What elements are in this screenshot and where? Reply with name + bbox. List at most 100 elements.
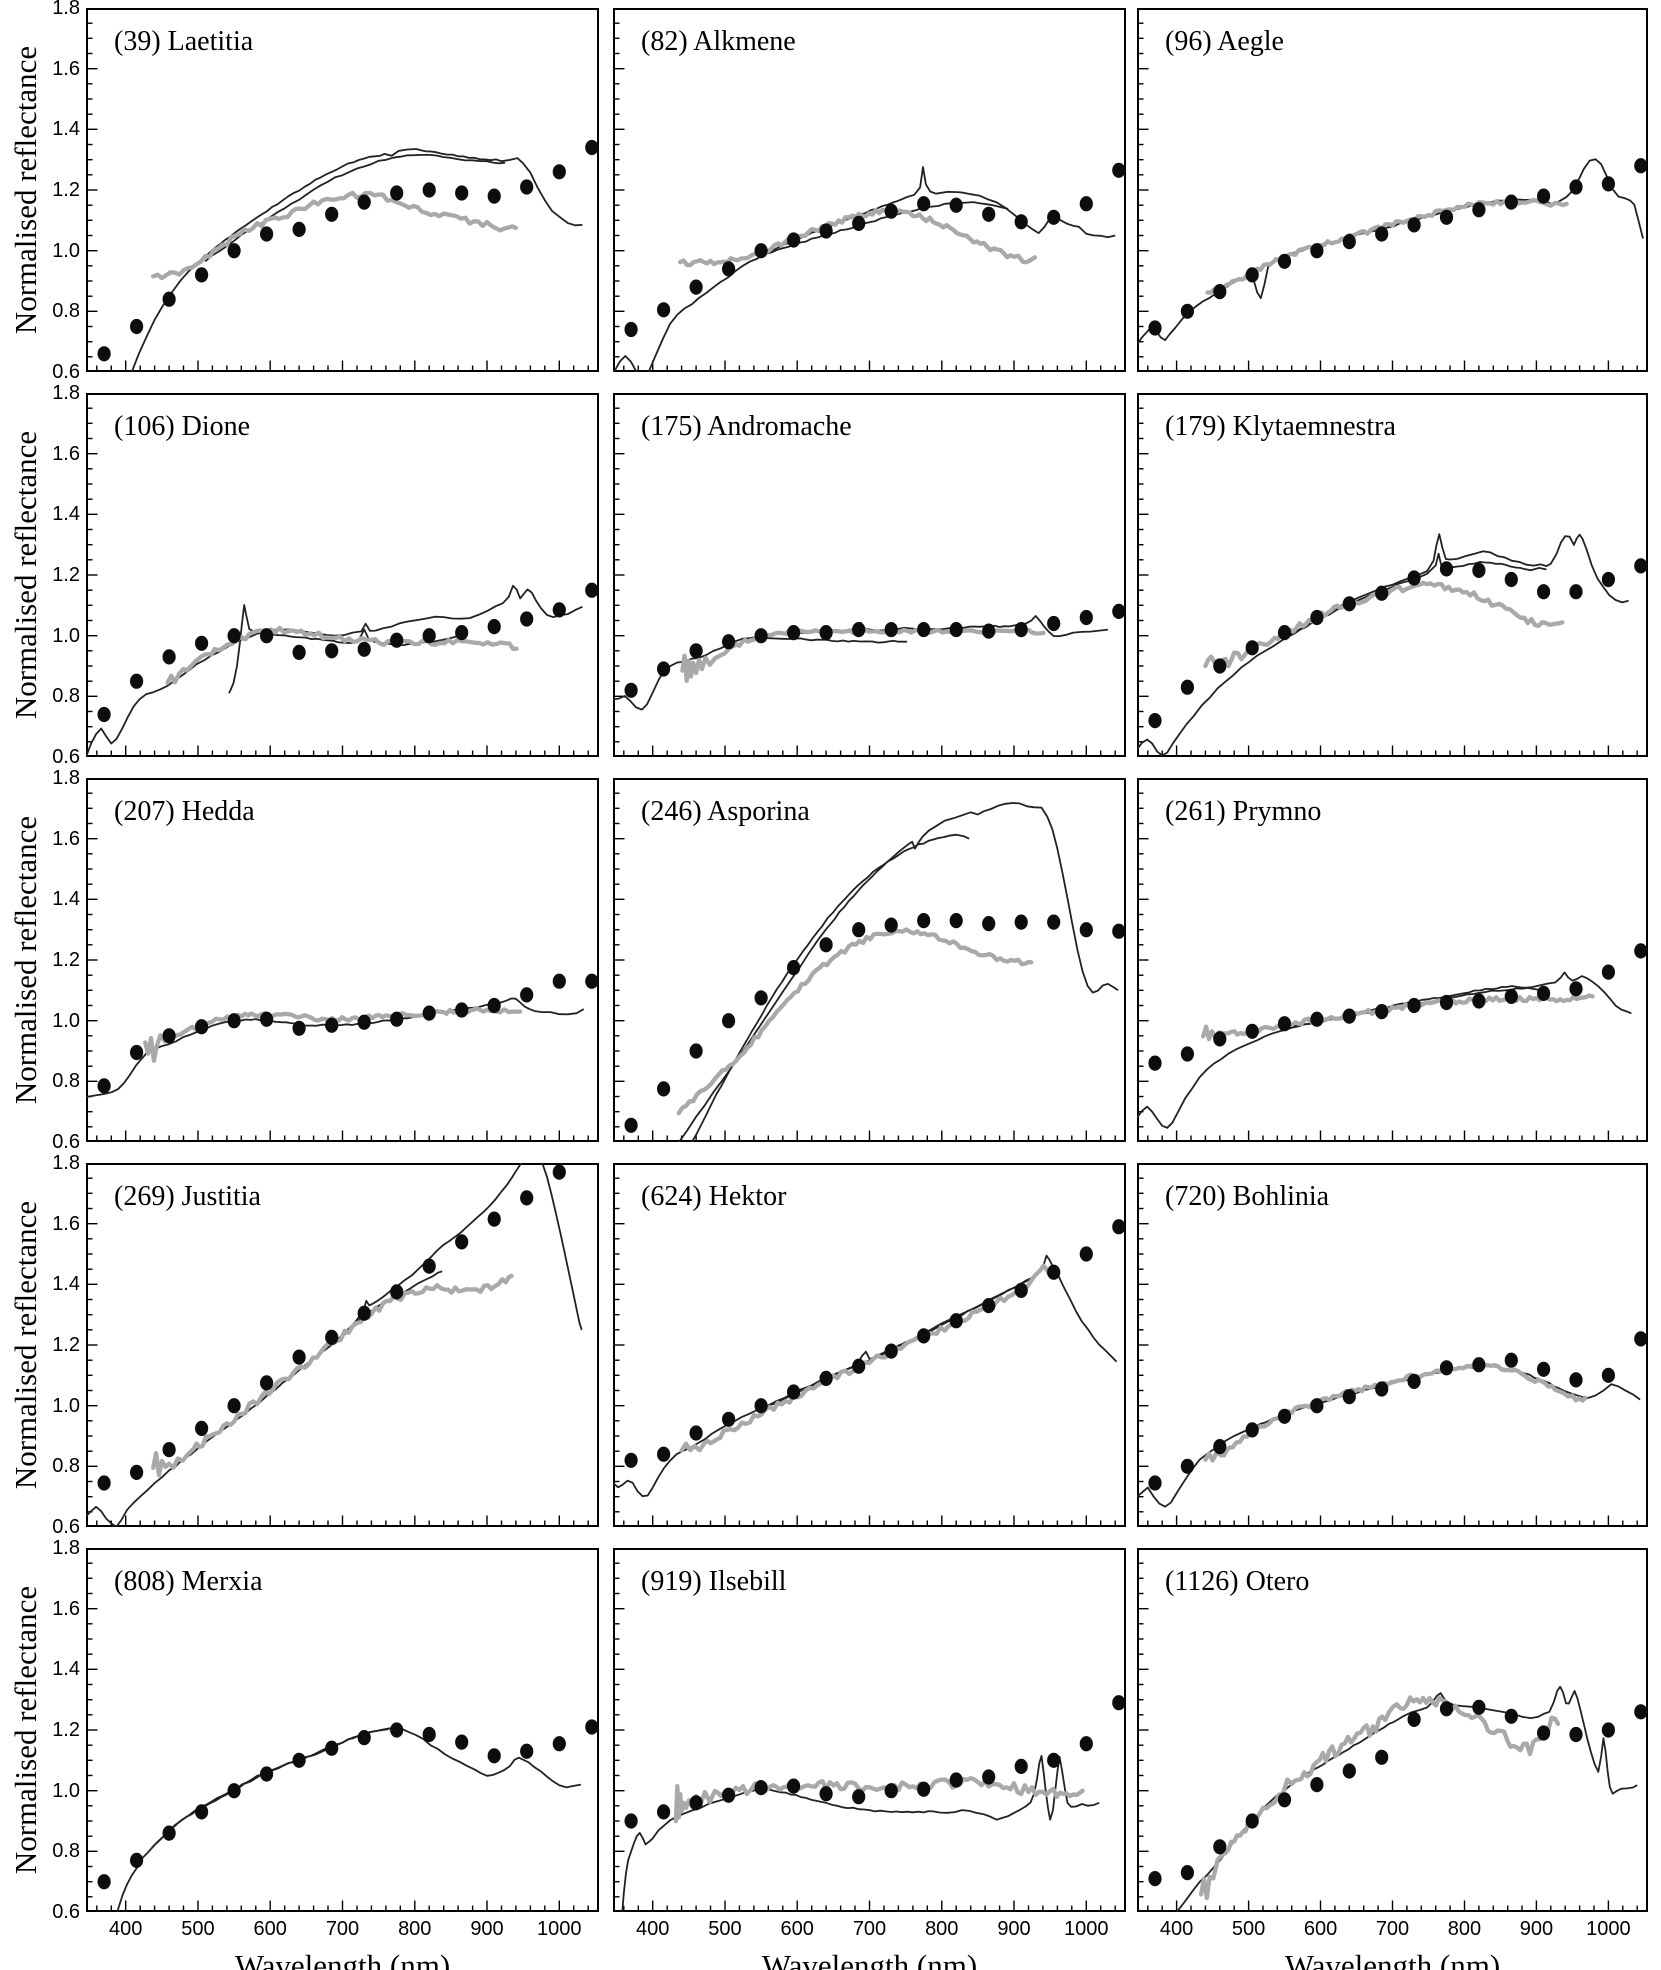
photometry-dot <box>390 1011 404 1027</box>
x-tick-label: 800 <box>925 1918 959 1940</box>
photometry-dot <box>1472 202 1486 218</box>
photometry-dot <box>227 1013 241 1029</box>
photometry-dot <box>455 625 469 641</box>
photometry-dot <box>1112 1219 1126 1235</box>
photometry-dot <box>292 1752 306 1768</box>
photometry-dot <box>97 1078 111 1094</box>
spectrum-line-gray <box>151 190 519 281</box>
panel-title: (82) Alkmene <box>641 26 796 57</box>
photometry-dot <box>657 1081 671 1097</box>
x-tick-label: 900 <box>997 1918 1031 1940</box>
spectrum-line-black <box>1137 1364 1641 1508</box>
photometry-dot <box>722 1787 736 1803</box>
spectrum-line-black <box>1175 1685 1638 1912</box>
photometry-dot <box>949 1313 963 1329</box>
photometry-dot <box>520 179 534 195</box>
spectrum-line-gray <box>673 1776 1085 1824</box>
photometry-dot <box>130 673 144 689</box>
photometry-dot <box>1245 1023 1259 1039</box>
y-tick-label: 1.6 <box>52 57 80 80</box>
x-tick-label: 400 <box>109 1918 143 1940</box>
photometry-dot <box>487 619 501 635</box>
photometry-dot <box>1310 609 1324 626</box>
panel-title: (624) Hektor <box>641 1181 787 1212</box>
panel-title: (207) Hedda <box>114 796 255 827</box>
spectrum-line-black-secondary <box>151 1727 391 1849</box>
photometry-dot <box>552 1736 566 1752</box>
photometry-dot <box>949 1772 963 1788</box>
photometry-dot <box>390 1722 404 1738</box>
photometry-dot <box>1569 584 1583 600</box>
photometry-dot <box>585 1719 599 1735</box>
y-tick-label: 1.8 <box>52 382 80 404</box>
photometry-dot <box>1148 713 1162 729</box>
panel-title: (269) Justitia <box>114 1181 262 1212</box>
photometry-dot <box>819 937 833 953</box>
spectrum-line-gray <box>679 1263 1052 1453</box>
photometry-dots <box>624 603 1126 698</box>
photometry-dot <box>722 1411 736 1427</box>
spectrum-panel--175-andromache: (175) Andromache <box>613 393 1126 757</box>
photometry-dot <box>1439 1360 1454 1376</box>
photometry-dot <box>884 917 898 933</box>
spectrum-line-black-secondary <box>1288 552 1547 638</box>
photometry-dot <box>1213 284 1227 300</box>
photometry-dot <box>657 302 671 318</box>
panel-border <box>86 393 599 757</box>
x-axis-label: Wavelength (nm) <box>1284 1948 1501 1970</box>
photometry-dot <box>1079 1736 1093 1752</box>
photometry-dot <box>787 960 801 976</box>
spectrum-panel--246-asporina: (246) Asporina <box>613 778 1126 1142</box>
photometry-dot <box>1407 570 1421 586</box>
photometry-dot <box>1148 1055 1162 1071</box>
photometry-dot <box>1537 1725 1551 1741</box>
photometry-dot <box>1537 188 1551 204</box>
photometry-dot <box>520 1743 534 1759</box>
photometry-dot <box>689 643 703 659</box>
spectrum-line-gray <box>676 927 1034 1116</box>
spectrum-panel--106-dione: (106) Dione <box>86 393 599 757</box>
spectrum-line-black-secondary <box>765 201 1009 255</box>
photometry-dot <box>917 1328 931 1344</box>
photometry-dot <box>1310 1398 1324 1414</box>
spectrum-line-black <box>1137 533 1629 757</box>
spectrum-line-gray <box>151 1273 514 1478</box>
spectrum-panel--261-prymno: (261) Prymno <box>1137 778 1648 1142</box>
x-tick-label: 800 <box>1447 1918 1482 1940</box>
axis-ticks <box>87 393 589 757</box>
panel-border <box>613 1163 1126 1527</box>
photometry-dot <box>130 1852 144 1868</box>
photometry-dot <box>195 267 209 283</box>
photometry-dot <box>227 243 241 259</box>
y-tick-label: 1.4 <box>52 1273 80 1296</box>
photometry-dot <box>1504 1352 1518 1368</box>
x-tick-label: 700 <box>325 1918 360 1940</box>
photometry-dot <box>1180 303 1194 319</box>
photometry-dot <box>357 641 371 657</box>
x-tick-label: 600 <box>780 1918 814 1940</box>
photometry-dot <box>260 226 274 242</box>
photometry-dot <box>884 622 898 638</box>
y-tick-label: 0.6 <box>52 1516 80 1538</box>
photometry-dot <box>422 1005 436 1021</box>
photometry-dots <box>624 1219 1126 1468</box>
panel-title: (919) Ilsebill <box>641 1566 787 1597</box>
photometry-dot <box>1407 1373 1421 1389</box>
photometry-dot <box>722 261 736 277</box>
photometry-dots <box>1148 558 1648 729</box>
x-tick-label: 500 <box>1231 1918 1266 1940</box>
y-tick-label: 1.6 <box>52 827 80 850</box>
photometry-dot <box>1047 1752 1061 1768</box>
photometry-dot <box>325 1017 339 1033</box>
axis-ticks <box>614 778 1116 1142</box>
y-tick-label: 1.4 <box>52 503 80 526</box>
panel-border <box>1137 1163 1648 1527</box>
photometry-dot <box>390 185 404 201</box>
photometry-dot <box>657 1446 671 1462</box>
photometry-dot <box>1112 603 1126 619</box>
x-tick-label: 500 <box>708 1918 742 1940</box>
photometry-dot <box>1342 1389 1356 1405</box>
photometry-dot <box>552 164 566 180</box>
photometry-dots <box>97 1164 566 1491</box>
photometry-dot <box>357 194 371 210</box>
